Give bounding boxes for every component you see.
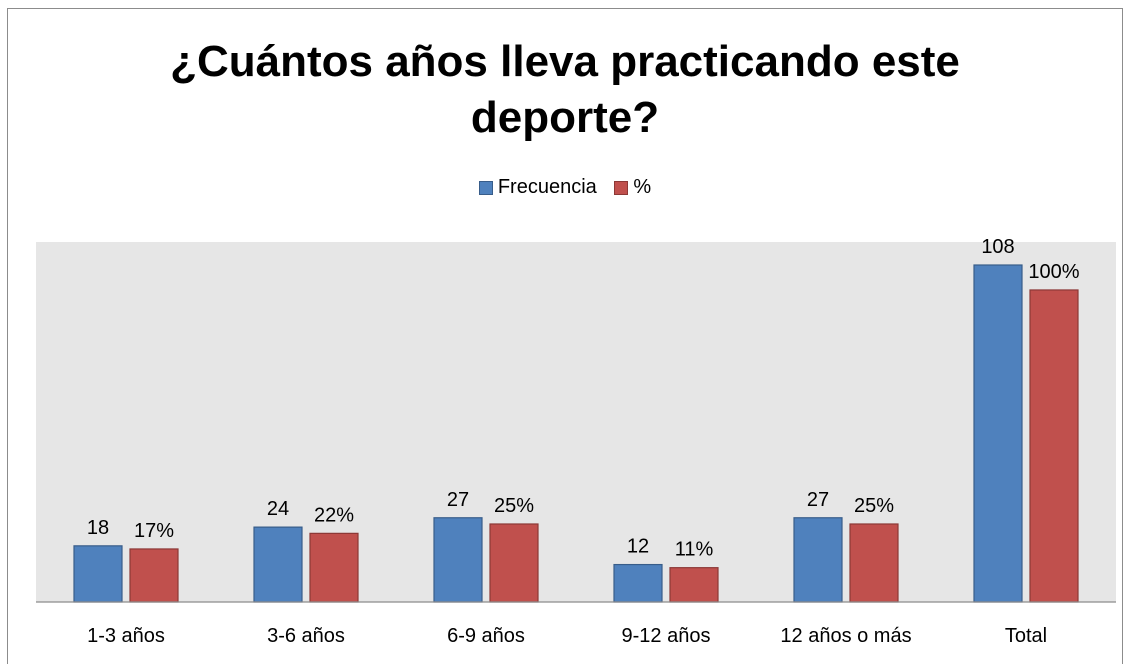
legend-swatch-frecuencia [478,180,493,195]
chart-title-line-2: deporte? [470,93,660,142]
x-tick-label-3: 9-12 años [622,625,711,647]
data-label-percent-3: 11% [675,539,714,561]
bar-percent-1 [309,532,359,603]
data-label-percent-0: 17% [134,520,174,542]
x-tick-label-1: 3-6 años [267,625,345,647]
data-label-frecuencia-5: 108 [981,236,1014,258]
bar-frecuencia-4 [793,517,843,603]
data-label-frecuencia-3: 12 [627,536,649,558]
bar-percent-3 [669,567,719,603]
plot-area [36,242,1116,602]
x-tick-label-4: 12 años o más [780,625,911,647]
data-label-frecuencia-0: 18 [87,517,109,539]
legend-item-percent: % [614,176,651,199]
bar-frecuencia-3 [613,563,663,603]
data-label-percent-2: 25% [494,495,534,517]
legend-label-percent: % [633,176,652,198]
data-label-percent-5: 100% [1028,261,1079,283]
bar-percent-5 [1029,289,1079,603]
chart-title-line-1: ¿Cuántos años lleva practicando este [170,37,960,86]
bar-frecuencia-5 [973,264,1023,603]
data-label-frecuencia-1: 24 [267,498,289,520]
bar-percent-4 [849,523,899,603]
bar-frecuencia-0 [73,545,123,603]
data-label-percent-4: 25% [854,495,894,517]
chart-title: ¿Cuántos años lleva practicando este dep… [0,34,1130,146]
data-label-percent-1: 22% [314,504,354,526]
legend-swatch-percent [614,180,629,195]
x-tick-label-0: 1-3 años [87,625,165,647]
data-label-frecuencia-2: 27 [447,489,469,511]
legend-label-frecuencia: Frecuencia [497,176,597,198]
bar-percent-0 [129,548,179,603]
x-tick-label-5: Total [1005,625,1047,647]
x-tick-label-2: 6-9 años [447,625,525,647]
bar-frecuencia-1 [253,526,303,603]
bar-percent-2 [489,523,539,603]
legend-item-frecuencia: Frecuencia [478,176,597,199]
data-label-frecuencia-4: 27 [807,489,829,511]
chart-legend: Frecuencia % [0,176,1130,201]
bar-frecuencia-2 [433,517,483,603]
